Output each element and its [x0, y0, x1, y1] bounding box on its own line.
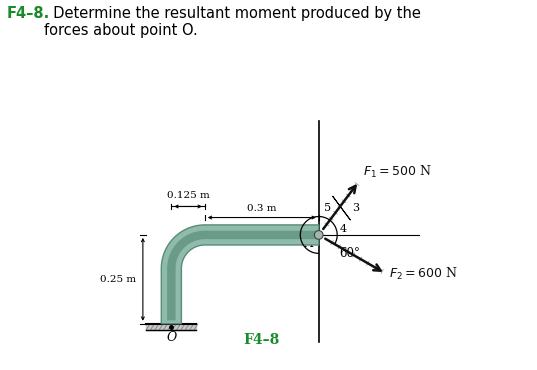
Text: F4–8.: F4–8.: [7, 6, 50, 21]
Text: F4–8: F4–8: [244, 333, 280, 347]
Polygon shape: [167, 231, 317, 320]
Text: 0.3 m: 0.3 m: [247, 204, 277, 213]
Text: $F_2 = 600$ N: $F_2 = 600$ N: [389, 265, 458, 282]
Text: 3: 3: [353, 203, 360, 213]
Text: 0.125 m: 0.125 m: [166, 191, 209, 201]
Text: $F_1 = 500$ N: $F_1 = 500$ N: [363, 164, 432, 180]
Text: 60°: 60°: [339, 247, 360, 260]
Text: 0.25 m: 0.25 m: [100, 275, 136, 284]
Text: 4: 4: [339, 224, 347, 234]
Text: Determine the resultant moment produced by the
forces about point O.: Determine the resultant moment produced …: [44, 6, 421, 38]
Text: A: A: [305, 237, 314, 250]
Circle shape: [314, 231, 323, 239]
Polygon shape: [161, 225, 319, 324]
Text: 5: 5: [324, 203, 331, 213]
Text: O: O: [167, 331, 177, 344]
